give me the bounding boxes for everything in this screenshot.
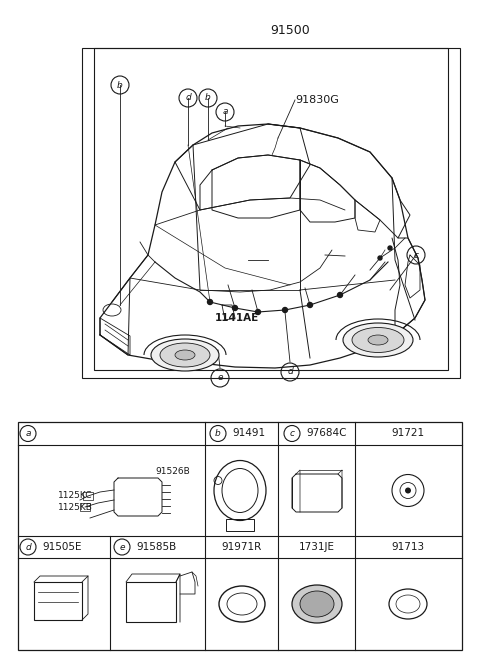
- Bar: [82, 48, 460, 378]
- Text: a: a: [222, 108, 228, 117]
- Text: c: c: [289, 429, 295, 438]
- Text: 91971R: 91971R: [222, 542, 262, 552]
- Ellipse shape: [343, 323, 413, 357]
- Circle shape: [337, 293, 343, 298]
- Text: 91713: 91713: [391, 542, 425, 552]
- Bar: [126, 582, 176, 622]
- Ellipse shape: [292, 585, 342, 623]
- Text: 1731JE: 1731JE: [299, 542, 335, 552]
- Circle shape: [283, 308, 288, 312]
- Bar: [34, 582, 82, 620]
- Bar: [80, 503, 90, 511]
- Circle shape: [405, 487, 411, 493]
- Circle shape: [308, 302, 312, 308]
- Text: 97684C: 97684C: [306, 428, 347, 438]
- Text: 1125KC: 1125KC: [58, 491, 93, 501]
- Text: e: e: [217, 373, 223, 382]
- Ellipse shape: [151, 339, 219, 371]
- Text: c: c: [413, 251, 419, 260]
- Text: 91585B: 91585B: [136, 542, 176, 552]
- Text: 91505E: 91505E: [42, 542, 82, 552]
- Text: b: b: [205, 94, 211, 102]
- Ellipse shape: [175, 350, 195, 360]
- Text: 91721: 91721: [391, 428, 425, 438]
- Text: 91526B: 91526B: [155, 468, 190, 476]
- Ellipse shape: [368, 335, 388, 345]
- Text: 1125KB: 1125KB: [58, 504, 93, 512]
- Ellipse shape: [160, 343, 210, 367]
- Text: b: b: [215, 429, 221, 438]
- Bar: [226, 518, 254, 531]
- Text: a: a: [25, 429, 31, 438]
- Text: 91491: 91491: [232, 428, 265, 438]
- Circle shape: [255, 310, 261, 314]
- Bar: [18, 422, 462, 650]
- Text: b: b: [117, 81, 123, 89]
- Circle shape: [207, 300, 213, 304]
- Text: d: d: [25, 543, 31, 552]
- Text: 91830G: 91830G: [295, 95, 339, 105]
- Text: e: e: [119, 543, 125, 552]
- Ellipse shape: [300, 591, 334, 617]
- Bar: [94, 48, 448, 370]
- Text: 1141AE: 1141AE: [215, 313, 259, 323]
- Text: d: d: [185, 94, 191, 102]
- Circle shape: [378, 256, 382, 260]
- Text: d: d: [287, 367, 293, 377]
- Ellipse shape: [352, 327, 404, 352]
- Circle shape: [388, 246, 392, 250]
- Bar: [83, 492, 93, 500]
- Text: 91500: 91500: [270, 24, 310, 37]
- Circle shape: [232, 306, 238, 310]
